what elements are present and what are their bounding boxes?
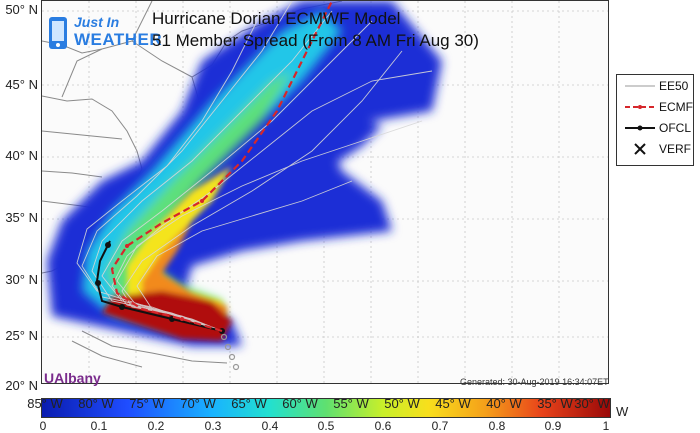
just-in-weather-logo: Just In WEATHER xyxy=(48,14,162,54)
lat-label-25: 25° N xyxy=(5,328,38,343)
legend-label: ECMF xyxy=(659,100,693,114)
colorbar-tick: 1 xyxy=(602,419,610,433)
lat-label-50: 50° N xyxy=(5,2,38,17)
x-marker-icon xyxy=(634,143,646,155)
colorbar-tick: 0.6 xyxy=(374,419,392,433)
title-line1: Hurricane Dorian ECMWF Model xyxy=(152,9,401,28)
legend-item-ecmf: ECMF xyxy=(621,98,693,116)
lon-label: 40° W xyxy=(486,396,522,411)
lon-label: 45° W xyxy=(435,396,471,411)
legend-label: OFCL xyxy=(659,121,692,135)
lon-label: 55° W xyxy=(333,396,369,411)
lon-label: 60° W xyxy=(282,396,318,411)
lat-label-40: 40° N xyxy=(5,148,38,163)
dashed-line-icon xyxy=(625,105,655,109)
colorbar-tick: 0.9 xyxy=(544,419,562,433)
lon-label: 80° W xyxy=(78,396,114,411)
legend-item-ofcl: OFCL xyxy=(621,119,693,137)
legend-item-verf: VERF xyxy=(621,140,693,158)
phone-icon xyxy=(49,17,67,49)
colorbar-tick: 0.5 xyxy=(317,419,335,433)
lat-label-20: 20° N xyxy=(5,378,38,393)
verf-marks xyxy=(220,333,240,371)
colorbar-tick: 0.8 xyxy=(488,419,506,433)
colorbar-tick: 0.7 xyxy=(431,419,449,433)
solid-line-icon xyxy=(625,85,655,87)
colorbar-unit: W xyxy=(616,404,629,419)
legend-label: EE50 xyxy=(659,79,689,93)
lon-label: 35° W xyxy=(537,396,573,411)
lon-label: 75° W xyxy=(129,396,165,411)
probability-map xyxy=(42,1,608,383)
logo-line1: Just In xyxy=(74,14,120,30)
legend-label: VERF xyxy=(659,142,692,156)
line-dot-icon xyxy=(625,125,655,131)
lat-label-45: 45° N xyxy=(5,77,38,92)
ensemble-tracks xyxy=(76,1,433,332)
lat-label-30: 30° N xyxy=(5,272,38,287)
legend: EE50 ECMF OFCL VERF xyxy=(616,74,694,166)
generated-timestamp: Generated: 30-Aug-2019 16:34:07ET xyxy=(460,377,609,387)
colorbar xyxy=(41,398,611,418)
lon-label: 50° W xyxy=(384,396,420,411)
ecmf-track xyxy=(110,1,333,333)
credit-label: UAlbany xyxy=(44,370,101,386)
colorbar-tick: 0.4 xyxy=(261,419,279,433)
logo-line2: WEATHER xyxy=(74,30,163,49)
ofcl-track xyxy=(95,240,225,334)
legend-item-ee50: EE50 xyxy=(621,77,693,95)
title-line2: 51 Member Spread (From 8 AM Fri Aug 30) xyxy=(152,31,479,50)
colorbar-tick: 0.3 xyxy=(204,419,222,433)
colorbar-tick: 0.1 xyxy=(90,419,108,433)
lon-label: 70° W xyxy=(180,396,216,411)
colorbar-tick: 0.2 xyxy=(147,419,165,433)
map-frame xyxy=(41,0,609,384)
lon-label: 85° W xyxy=(27,396,63,411)
lon-label: 30° W xyxy=(574,396,610,411)
colorbar-tick: 0 xyxy=(39,419,47,433)
lon-label: 65° W xyxy=(231,396,267,411)
chart-title: Hurricane Dorian ECMWF Model 51 Member S… xyxy=(152,8,479,52)
lat-label-35: 35° N xyxy=(5,210,38,225)
